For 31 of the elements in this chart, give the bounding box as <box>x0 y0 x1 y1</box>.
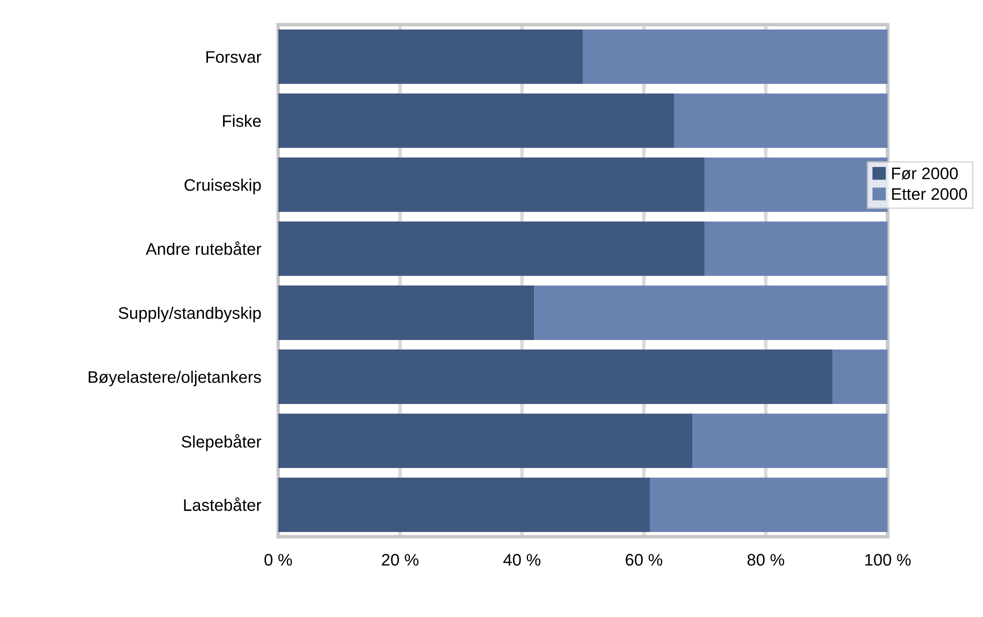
y-tick-label: Slepebåter <box>182 434 262 451</box>
bar <box>278 478 650 532</box>
bar <box>278 222 705 276</box>
bar <box>674 93 888 148</box>
y-tick-label: Bøyelastere/oljetankers <box>88 370 261 386</box>
legend-label: Før 2000 <box>892 168 958 180</box>
bar <box>582 29 888 84</box>
y-tick-label: Forsvar <box>206 51 262 63</box>
bar <box>278 286 534 340</box>
bar <box>534 286 888 340</box>
bar <box>704 222 888 276</box>
x-tick-label: 80 % <box>747 554 784 566</box>
y-tick-label: Lastebåter <box>184 497 262 511</box>
legend-label: Etter 2000 <box>892 188 968 200</box>
y-tick-label: Andre rutebåter <box>146 241 262 255</box>
y-tick-label: Cruiseskip <box>184 178 261 194</box>
x-tick-label: 100 % <box>865 554 911 566</box>
bar <box>692 414 888 468</box>
bar <box>832 350 888 404</box>
y-tick-label: Fiske <box>223 114 261 127</box>
bar <box>650 478 888 532</box>
bar <box>278 29 583 84</box>
y-tick-label: Supply/standbyskip <box>118 306 261 322</box>
bar <box>278 414 693 468</box>
bar <box>278 93 674 148</box>
bar <box>278 350 833 404</box>
bar <box>278 158 705 212</box>
x-tick-label: 0 % <box>264 554 292 566</box>
x-tick-label: 40 % <box>503 554 540 566</box>
x-tick-label: 20 % <box>382 554 418 566</box>
x-tick-label: 60 % <box>626 554 662 566</box>
